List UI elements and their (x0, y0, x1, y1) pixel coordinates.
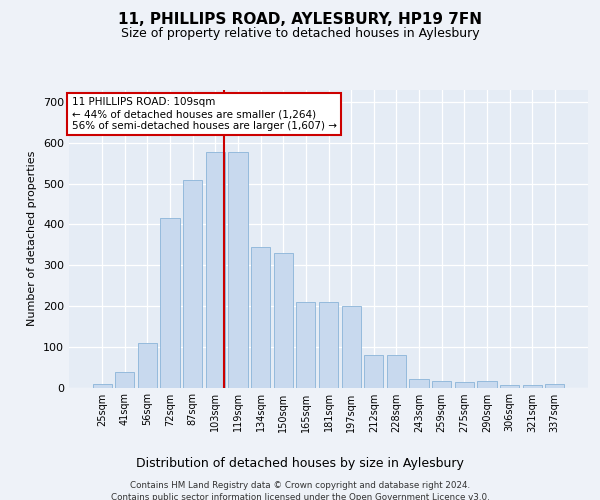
Bar (387, 355, 406, 388)
Text: 11 PHILLIPS ROAD: 109sqm
← 44% of detached houses are smaller (1,264)
56% of sem: 11 PHILLIPS ROAD: 109sqm ← 44% of detach… (71, 98, 337, 130)
Bar (115, 372, 134, 388)
Text: 11, PHILLIPS ROAD, AYLESBURY, HP19 7FN: 11, PHILLIPS ROAD, AYLESBURY, HP19 7FN (118, 12, 482, 28)
Text: Contains public sector information licensed under the Open Government Licence v3: Contains public sector information licen… (110, 492, 490, 500)
Bar (183, 180, 202, 388)
Bar (296, 302, 316, 388)
Bar (341, 306, 361, 388)
Bar (92, 384, 112, 388)
Bar (545, 384, 565, 388)
Bar (523, 384, 542, 388)
Text: Distribution of detached houses by size in Aylesbury: Distribution of detached houses by size … (136, 458, 464, 470)
Text: Contains HM Land Registry data © Crown copyright and database right 2024.: Contains HM Land Registry data © Crown c… (130, 481, 470, 490)
Bar (455, 382, 474, 388)
Bar (138, 342, 157, 388)
Y-axis label: Number of detached properties: Number of detached properties (28, 151, 37, 326)
Bar (251, 247, 270, 388)
Bar (477, 382, 497, 388)
Bar (274, 253, 293, 388)
Bar (500, 386, 519, 388)
Bar (206, 152, 225, 388)
Bar (319, 302, 338, 388)
Bar (160, 218, 180, 388)
Bar (364, 355, 383, 388)
Bar (432, 382, 451, 388)
Bar (229, 152, 248, 388)
Bar (409, 378, 428, 388)
Text: Size of property relative to detached houses in Aylesbury: Size of property relative to detached ho… (121, 28, 479, 40)
